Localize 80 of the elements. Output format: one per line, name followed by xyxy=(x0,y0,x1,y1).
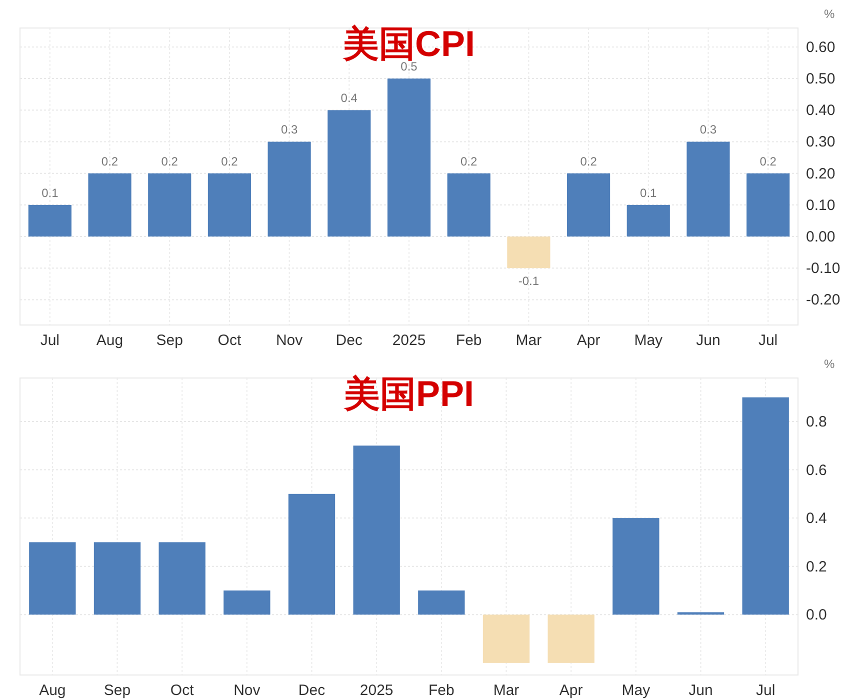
x-tick-label: Apr xyxy=(559,682,583,699)
data-label: 0.2 xyxy=(101,154,118,168)
chart-title: 美国PPI xyxy=(342,373,474,414)
y-tick-label: 0.50 xyxy=(806,70,836,88)
x-tick-label: Sep xyxy=(104,682,131,699)
bar xyxy=(29,542,76,615)
x-tick-label: Feb xyxy=(428,682,454,699)
y-axis-title: % xyxy=(824,357,835,371)
bar xyxy=(742,397,789,615)
y-tick-label: 0.0 xyxy=(806,606,827,624)
bar xyxy=(686,142,730,237)
bar xyxy=(224,590,270,615)
bar xyxy=(387,78,431,237)
y-tick-label: 0.6 xyxy=(806,462,827,479)
data-label: 0.2 xyxy=(580,154,598,168)
bar xyxy=(208,173,252,237)
x-tick-label: May xyxy=(622,682,651,699)
bar xyxy=(148,173,192,237)
x-tick-label: Aug xyxy=(39,682,66,699)
data-label: 0.3 xyxy=(280,122,298,137)
y-tick-label: 0.60 xyxy=(806,38,836,56)
bar xyxy=(88,173,132,237)
data-label: 0.2 xyxy=(221,154,238,168)
x-tick-label: Feb xyxy=(456,332,482,349)
y-tick-label: -0.10 xyxy=(806,260,840,278)
data-label: 0.1 xyxy=(42,186,59,200)
bar xyxy=(507,236,550,268)
bar xyxy=(482,614,530,663)
bar xyxy=(94,542,141,615)
x-tick-label: 2025 xyxy=(392,332,426,349)
x-tick-label: Aug xyxy=(96,332,124,349)
x-tick-label: Oct xyxy=(170,682,195,699)
data-label: 0.2 xyxy=(460,154,478,168)
y-tick-label: -0.20 xyxy=(806,292,840,309)
bar xyxy=(288,494,336,615)
bar xyxy=(447,173,490,237)
x-tick-label: Mar xyxy=(493,682,520,699)
bar xyxy=(548,614,594,663)
x-tick-label: Mar xyxy=(516,332,542,349)
x-tick-label: Oct xyxy=(218,332,242,349)
x-tick-label: Dec xyxy=(298,682,326,699)
data-label: 0.1 xyxy=(640,186,658,200)
x-tick-label: Jul xyxy=(758,332,778,349)
bar xyxy=(328,110,371,237)
bar xyxy=(626,204,670,237)
x-tick-label: Dec xyxy=(336,332,363,349)
data-label: -0.1 xyxy=(518,274,540,288)
bar xyxy=(566,173,610,237)
bar xyxy=(158,542,206,615)
x-tick-label: Jun xyxy=(696,332,720,349)
bar xyxy=(612,518,660,615)
x-tick-label: Nov xyxy=(276,332,304,349)
data-label: 0.2 xyxy=(161,154,178,168)
x-tick-label: 2025 xyxy=(360,682,394,699)
y-tick-label: 0.2 xyxy=(806,558,827,576)
bar xyxy=(418,590,465,615)
data-label: 0.3 xyxy=(700,122,717,137)
x-tick-label: Jun xyxy=(688,682,713,699)
bar xyxy=(746,173,790,237)
y-tick-label: 0.8 xyxy=(806,413,827,430)
x-tick-label: Nov xyxy=(234,682,261,699)
bar xyxy=(28,204,72,237)
bar xyxy=(268,142,311,237)
data-label: 0.4 xyxy=(340,91,358,106)
bar xyxy=(353,446,400,615)
y-tick-label: 0.30 xyxy=(806,134,836,151)
y-axis-title: % xyxy=(824,7,835,21)
data-label: 0.5 xyxy=(400,60,418,74)
x-tick-label: May xyxy=(634,332,664,349)
y-tick-label: 0.40 xyxy=(806,102,836,120)
x-tick-label: Jul xyxy=(756,682,776,699)
y-tick-label: 0.10 xyxy=(806,196,836,214)
y-tick-label: 0.20 xyxy=(806,165,836,182)
bar xyxy=(677,612,724,615)
x-tick-label: Jul xyxy=(40,332,60,349)
x-tick-label: Apr xyxy=(576,332,600,349)
data-label: 0.2 xyxy=(760,154,777,168)
y-tick-label: 0.4 xyxy=(806,510,827,528)
x-tick-label: Sep xyxy=(156,332,183,349)
y-tick-label: 0.00 xyxy=(806,228,836,246)
